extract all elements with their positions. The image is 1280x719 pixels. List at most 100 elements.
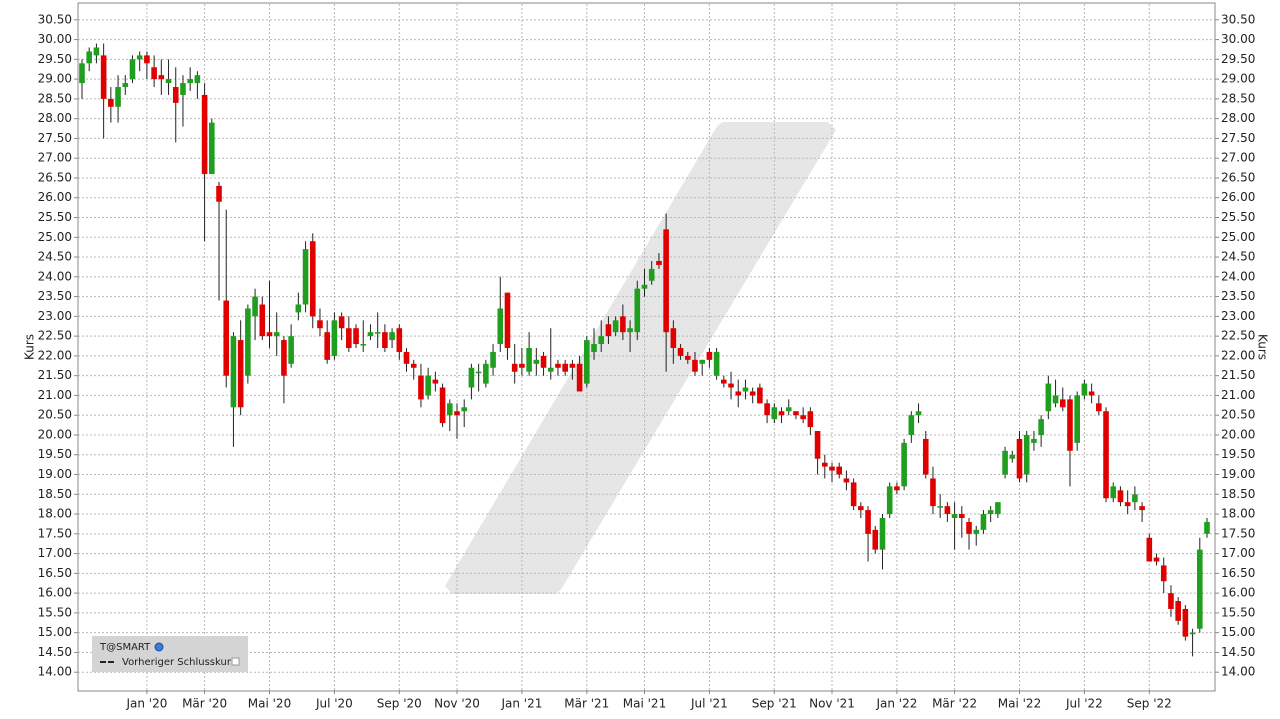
y-tick-label: 30.00 <box>38 32 72 46</box>
y-tick-label: 14.50 <box>38 645 72 659</box>
y2-tick-label: 23.00 <box>1221 309 1255 323</box>
candle-body <box>584 340 590 384</box>
y-tick-label: 29.00 <box>38 72 72 86</box>
candle-body <box>295 304 302 313</box>
y-tick-label: 24.00 <box>38 269 72 283</box>
x-tick-label: Nov '21 <box>809 697 855 711</box>
candle-body <box>547 367 554 372</box>
candle-body <box>836 466 843 475</box>
candle-body <box>475 371 482 374</box>
candle-body <box>1117 490 1124 503</box>
y-tick-label: 18.50 <box>38 487 72 501</box>
y2-tick-label: 20.00 <box>1221 427 1255 441</box>
candle-body <box>93 47 100 56</box>
candle-body <box>324 332 330 360</box>
y-tick-label: 21.00 <box>38 388 72 402</box>
y2-tick-label: 30.50 <box>1221 12 1255 26</box>
candle-body <box>937 506 943 508</box>
y2-tick-label: 14.00 <box>1221 665 1255 679</box>
candle-body <box>1146 537 1153 562</box>
candle-body <box>446 403 453 416</box>
candle-body <box>612 320 619 333</box>
y-tick-label: 15.00 <box>38 625 72 639</box>
candle-body <box>569 363 576 368</box>
candle-body <box>1088 391 1095 396</box>
candle-body <box>1110 486 1117 499</box>
axis-labels: 14.00 14.00 14.50 14.50 15.00 15.00 15.50 15.50… <box>38 12 1256 710</box>
candle-body <box>764 403 770 416</box>
candle-body <box>158 75 165 80</box>
candle-body <box>439 387 446 424</box>
candle-body <box>353 328 359 345</box>
candle-body <box>1009 454 1016 459</box>
y-axis-title: Kurs <box>23 334 37 360</box>
candle-body <box>987 510 994 515</box>
candle-body <box>216 185 222 202</box>
candle-body <box>915 411 922 416</box>
candle-body <box>627 328 633 333</box>
y2-tick-label: 26.50 <box>1221 170 1255 184</box>
candle-body <box>1031 438 1037 443</box>
y2-tick-label: 15.50 <box>1221 605 1255 619</box>
y-tick-label: 27.50 <box>38 131 72 145</box>
y-tick-label: 23.50 <box>38 289 72 303</box>
x-tick-label: Sep '22 <box>1127 697 1172 711</box>
candle-body <box>1023 434 1030 475</box>
candle-body <box>374 332 381 334</box>
y-tick-label: 14.00 <box>38 665 72 679</box>
y2-tick-label: 28.50 <box>1221 91 1255 105</box>
candle-body <box>86 51 93 64</box>
y2-tick-label: 27.50 <box>1221 131 1255 145</box>
candle-body <box>504 292 511 348</box>
legend-title: T@SMART <box>99 642 151 653</box>
candle-body <box>591 344 597 352</box>
y-tick-label: 27.00 <box>38 151 72 165</box>
candle-body <box>699 359 705 364</box>
candle-body <box>670 328 677 348</box>
candle-body <box>281 340 287 376</box>
x-tick-label: Jan '22 <box>875 697 917 711</box>
candle-body <box>728 383 734 388</box>
legend: T@SMART Vorheriger Schlusskurs <box>92 636 248 672</box>
candle-body <box>656 261 662 265</box>
y-tick-label: 22.50 <box>38 329 72 343</box>
legend-checkbox[interactable] <box>231 657 240 666</box>
candle-body <box>1132 494 1138 503</box>
candle-body <box>721 379 727 384</box>
y2-tick-label: 17.00 <box>1221 546 1255 560</box>
y-tick-label: 15.50 <box>38 605 72 619</box>
candle-body <box>136 55 143 60</box>
candle-body <box>576 363 583 392</box>
x-tick-label: Mai '20 <box>248 697 291 711</box>
candle-body <box>1016 438 1023 479</box>
candle-body <box>785 407 792 412</box>
y2-tick-label: 25.00 <box>1221 230 1255 244</box>
candle-body <box>490 351 496 368</box>
x-tick-label: Mär '20 <box>182 697 227 711</box>
y2-tick-label: 26.00 <box>1221 190 1255 204</box>
y-tick-label: 16.00 <box>38 586 72 600</box>
candle-body <box>165 79 172 84</box>
candle-body <box>425 375 431 396</box>
y2-tick-label: 21.00 <box>1221 388 1255 402</box>
y-tick-label: 24.50 <box>38 250 72 264</box>
y2-tick-label: 28.00 <box>1221 111 1255 125</box>
candle-body <box>511 363 518 372</box>
candle-body <box>273 332 280 337</box>
y-tick-label: 26.50 <box>38 170 72 184</box>
x-tick-label: Jul '22 <box>1065 697 1103 711</box>
candle-body <box>771 407 778 420</box>
candle-body <box>800 415 806 420</box>
y-tick-label: 23.00 <box>38 309 72 323</box>
candle-body <box>778 411 785 416</box>
candle-body <box>562 363 568 372</box>
y2-tick-label: 15.00 <box>1221 625 1255 639</box>
candle-body <box>1160 565 1167 582</box>
candle-body <box>1204 521 1210 534</box>
y2-tick-label: 16.50 <box>1221 566 1255 580</box>
candle-body <box>410 363 417 368</box>
candle-body <box>288 336 294 364</box>
candle-body <box>966 521 972 534</box>
candle-body <box>180 83 186 95</box>
y-tick-label: 17.50 <box>38 526 72 540</box>
